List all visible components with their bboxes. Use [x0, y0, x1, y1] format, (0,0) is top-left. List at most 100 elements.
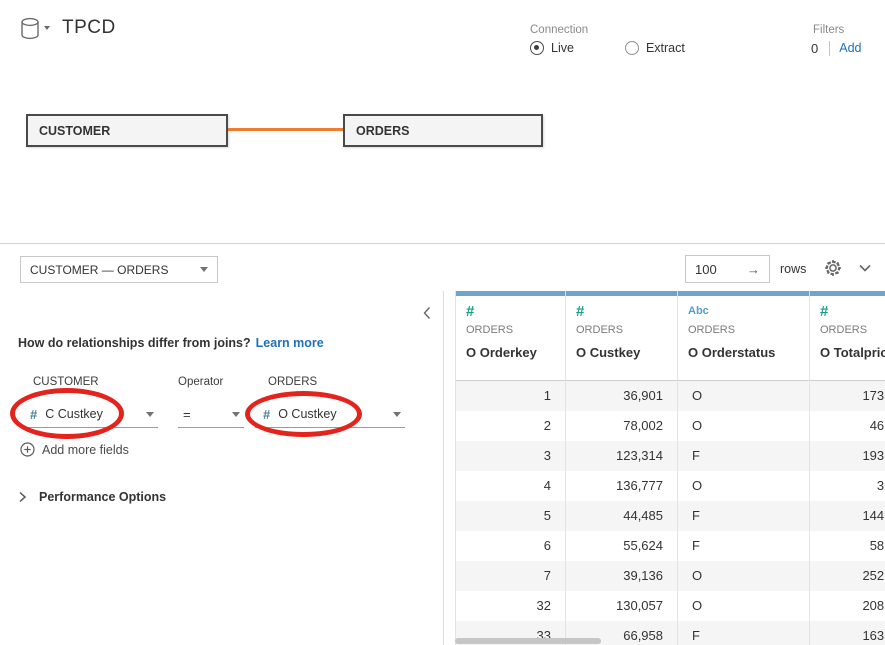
relationship-editor-panel: How do relationships differ from joins? L… [0, 291, 444, 645]
column-header[interactable]: # ORDERS O Custkey [566, 296, 677, 381]
canvas-table-orders[interactable]: ORDERS [343, 114, 543, 147]
column-table-name: ORDERS [466, 324, 514, 336]
number-type-icon: # [820, 303, 829, 320]
grid-cell: 7 [456, 561, 565, 591]
left-field-value: C Custkey [45, 407, 103, 421]
grid-cell: 32 [536, 598, 551, 613]
grid-column: # ORDERS O Orderkey 1 2 3 4 5 6 7 32 33 [455, 291, 565, 645]
left-table-label: CUSTOMER [33, 376, 99, 388]
grid-cell: 55,624 [623, 538, 663, 553]
relationship-selector-dropdown[interactable]: CUSTOMER — ORDERS [20, 256, 218, 283]
column-header[interactable]: # ORDERS O Totalprice [810, 296, 885, 381]
column-color-strip [678, 291, 809, 296]
collapse-grid-button[interactable] [856, 260, 874, 276]
grid-cell: 123,314 [566, 441, 677, 471]
add-circle-icon [20, 442, 35, 457]
grid-cell: 78,002 [623, 418, 663, 433]
filters-add-link[interactable]: Add [839, 41, 862, 55]
column-table-name: ORDERS [688, 324, 736, 336]
operator-dropdown[interactable]: = [178, 401, 244, 428]
grid-cell: 5 [456, 501, 565, 531]
grid-cell: 252,0 [810, 561, 885, 591]
left-field-dropdown[interactable]: # C Custkey [22, 401, 158, 428]
grid-cell: 44,485 [566, 501, 677, 531]
row-limit-input[interactable]: 100 → [685, 255, 770, 283]
relationship-noodle[interactable] [228, 128, 343, 131]
add-more-fields-button[interactable]: Add more fields [20, 442, 129, 457]
operator-label: Operator [178, 376, 224, 388]
filters-controls: 0 Add [811, 40, 861, 56]
number-type-icon: # [576, 303, 585, 320]
grid-cell: F [692, 538, 700, 553]
datasource-menu-button[interactable] [20, 17, 54, 41]
connection-label: Connection [530, 24, 589, 36]
filters-label: Filters [813, 24, 845, 36]
canvas-table-customer[interactable]: CUSTOMER [26, 114, 228, 147]
grid-cell: O [692, 478, 703, 493]
right-table-label: ORDERS [268, 376, 318, 388]
column-color-strip [566, 291, 677, 296]
grid-cell: 193,8 [810, 441, 885, 471]
column-header[interactable]: # ORDERS O Orderkey [456, 296, 565, 381]
chevron-left-icon [423, 307, 431, 319]
performance-options-expander[interactable]: Performance Options [18, 490, 166, 504]
grid-column: # ORDERS O Totalprice 173,6 46,9 193,8 32, 144,… [809, 291, 885, 645]
grid-cell: F [678, 441, 809, 471]
chevron-down-icon [232, 411, 240, 417]
column-header[interactable]: Abc ORDERS O Orderstatus [678, 296, 809, 381]
radio-extract-label: Extract [645, 41, 685, 55]
relationship-help-text: How do relationships differ from joins? L… [18, 336, 324, 350]
apply-arrow-icon[interactable]: → [747, 261, 760, 277]
chevron-down-icon [146, 411, 154, 417]
radio-selected-icon [530, 41, 544, 55]
column-table-name: ORDERS [576, 324, 624, 336]
column-field-name: O Orderstatus [688, 345, 776, 360]
grid-cell: 144,6 [810, 501, 885, 531]
grid-cell: 6 [543, 538, 551, 553]
column-color-strip [456, 291, 565, 296]
grid-cell: O [692, 598, 703, 613]
grid-cell: 208,6 [862, 598, 885, 613]
grid-cell: 130,057 [616, 598, 663, 613]
horizontal-scrollbar-thumb[interactable] [455, 638, 601, 644]
grid-cell: 36,901 [566, 381, 677, 411]
radio-extract[interactable]: Extract [624, 41, 685, 55]
grid-cell: 58,7 [869, 538, 885, 553]
collapse-panel-button[interactable] [420, 305, 434, 321]
column-field-name: O Custkey [576, 345, 641, 360]
radio-unselected-icon [624, 41, 639, 55]
grid-cell: F [678, 621, 809, 645]
chevron-right-icon [19, 491, 27, 503]
column-table-name: ORDERS [820, 324, 868, 336]
filters-count: 0 [811, 40, 819, 56]
connection-options: Live Extract [530, 41, 685, 55]
data-grid: # ORDERS O Orderkey 1 2 3 4 5 6 7 32 33 # ORDERS O Cus… [455, 291, 885, 645]
divider [829, 40, 831, 56]
grid-cell: 4 [543, 478, 551, 493]
column-color-strip [810, 291, 885, 296]
number-field-icon: # [263, 406, 271, 422]
radio-live[interactable]: Live [530, 41, 574, 55]
caret-down-icon [44, 26, 50, 30]
chevron-down-icon [200, 267, 208, 272]
performance-options-label: Performance Options [39, 490, 167, 504]
grid-cell: O [692, 418, 703, 433]
chevron-down-icon [393, 411, 401, 417]
learn-more-link[interactable]: Learn more [255, 336, 324, 350]
grid-column: Abc ORDERS O Orderstatus O O F O F F O O F [677, 291, 809, 645]
operator-value: = [183, 406, 191, 422]
right-field-dropdown[interactable]: # O Custkey [255, 401, 405, 428]
number-type-icon: # [466, 303, 475, 320]
add-more-fields-label: Add more fields [42, 442, 129, 457]
grid-cell: 136,777 [616, 478, 663, 493]
chevron-down-icon [859, 264, 871, 272]
number-field-icon: # [30, 406, 38, 422]
database-icon [21, 17, 39, 40]
datasource-title[interactable]: TPCD [62, 17, 116, 38]
grid-cell: 3 [456, 441, 565, 471]
gear-icon [825, 260, 841, 276]
bottom-pane: CUSTOMER — ORDERS 100 → rows [0, 243, 885, 645]
text-type-icon: Abc [688, 305, 709, 317]
relationship-selector-label: CUSTOMER — ORDERS [30, 262, 169, 277]
grid-settings-button[interactable] [823, 258, 843, 278]
